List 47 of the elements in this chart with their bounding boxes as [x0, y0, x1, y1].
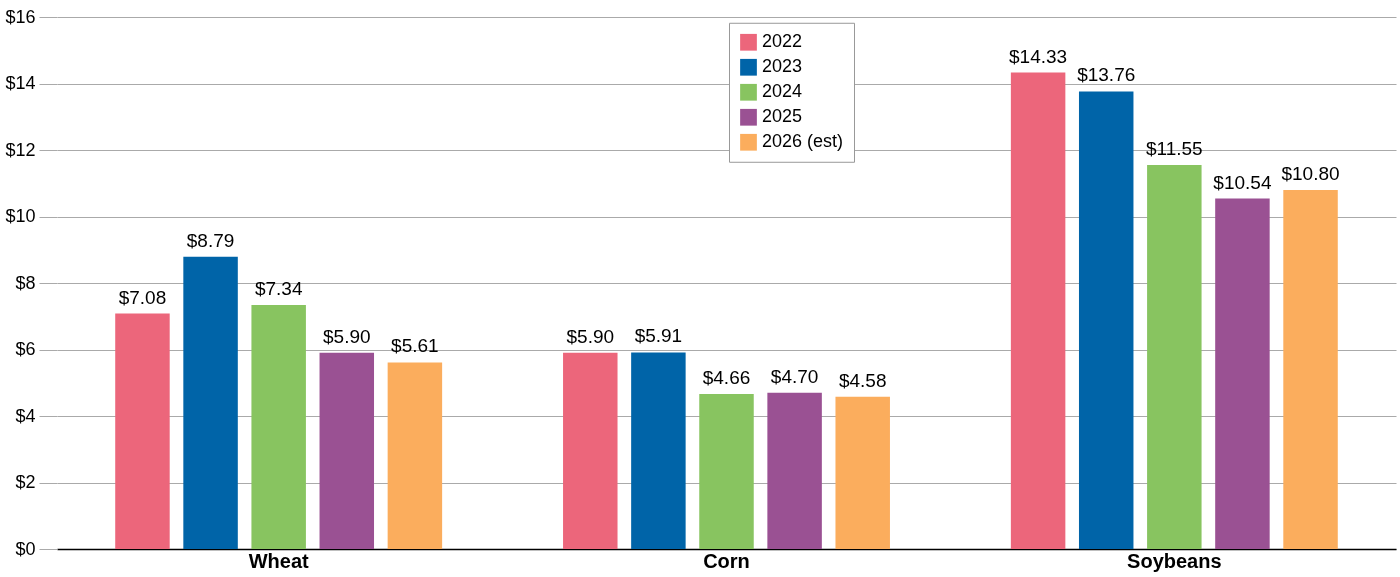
y-tick-label: $10 — [5, 206, 36, 226]
y-tick-label: $12 — [5, 139, 36, 160]
legend-label: 2025 — [762, 106, 803, 127]
data-label: $4.66 — [702, 367, 751, 389]
legend-label: 2022 — [762, 31, 803, 52]
data-label: $14.33 — [1009, 45, 1068, 67]
y-tick-label: $4 — [15, 405, 36, 426]
x-tick-label: Wheat — [248, 549, 310, 572]
bar — [631, 352, 686, 549]
bar — [1010, 72, 1066, 549]
data-label: $8.79 — [186, 229, 235, 251]
data-label: $5.90 — [566, 325, 615, 347]
bar — [767, 392, 822, 549]
bar — [1283, 189, 1338, 549]
data-label: $4.70 — [770, 365, 819, 387]
bar — [1147, 164, 1202, 549]
legend-label: 2024 — [762, 81, 803, 102]
data-label: $7.34 — [254, 277, 303, 299]
bar — [251, 304, 306, 549]
y-tick-label: $8 — [15, 272, 36, 293]
data-label: $10.80 — [1281, 162, 1340, 184]
bar — [319, 352, 375, 549]
data-label: $4.58 — [838, 369, 887, 391]
bar — [699, 394, 754, 549]
y-tick-label: $6 — [15, 339, 36, 359]
bar — [563, 352, 618, 549]
bar — [183, 256, 238, 549]
bar — [1078, 91, 1134, 549]
data-label: $7.08 — [118, 286, 167, 308]
bar — [387, 362, 443, 549]
bar — [835, 396, 890, 549]
x-tick-label: Corn — [703, 549, 750, 572]
data-label: $5.61 — [391, 335, 439, 357]
legend-label: 2026 (est) — [762, 131, 844, 152]
data-label: $13.76 — [1077, 64, 1136, 86]
y-tick-label: $0 — [15, 538, 36, 559]
y-tick-label: $14 — [5, 73, 36, 93]
data-label: $11.55 — [1145, 137, 1203, 159]
data-label: $10.54 — [1213, 171, 1272, 193]
bar — [115, 313, 170, 549]
x-tick-label: Soybeans — [1127, 549, 1222, 572]
bar — [1215, 198, 1270, 549]
data-label: $5.91 — [634, 325, 683, 347]
data-label: $5.90 — [323, 325, 371, 347]
legend-label: 2023 — [762, 56, 803, 77]
y-tick-label: $2 — [15, 472, 36, 492]
y-tick-label: $16 — [5, 6, 36, 27]
